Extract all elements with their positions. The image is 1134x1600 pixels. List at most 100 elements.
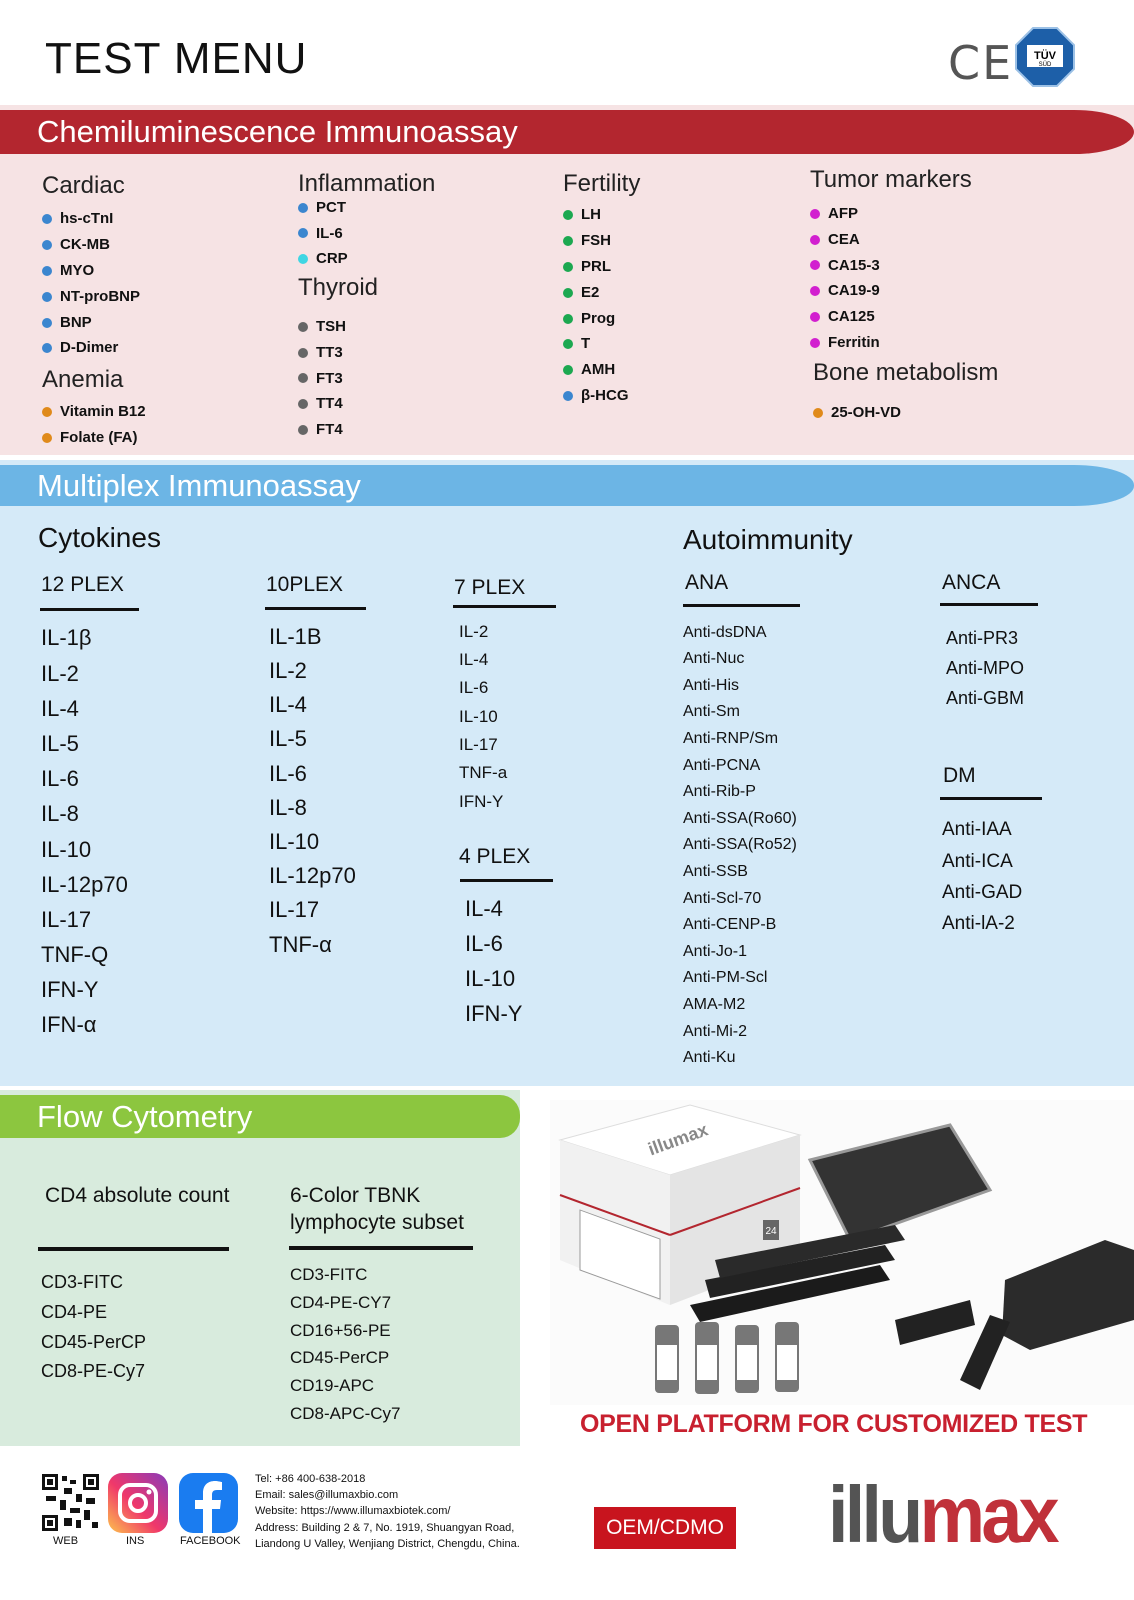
bullet-dot-icon	[563, 287, 573, 298]
product-image: illumax 24	[550, 1100, 1134, 1405]
analyte-item: IFN-α	[41, 1012, 97, 1038]
test-list-tumor-markers: AFP CEA CA15-3 CA19-9 CA125 Ferritin	[810, 201, 880, 356]
analyte-item: Anti-PCNA	[683, 756, 761, 774]
heading-underline	[940, 797, 1042, 800]
analyte-item: IL-8	[41, 801, 79, 827]
heading-underline	[38, 1247, 229, 1251]
flow-title: Flow Cytometry	[37, 1099, 253, 1134]
analyte-item: IL-2	[41, 660, 79, 686]
test-name: D-Dimer	[60, 339, 119, 357]
test-item: TT3	[298, 340, 346, 366]
panel-list-4-plex: IL-4 IL-6 IL-10 IFN-Y	[465, 891, 522, 1031]
bullet-dot-icon	[810, 260, 820, 271]
analyte-item: CD8-PE-Cy7	[41, 1361, 146, 1382]
analyte-item: CD3-FITC	[41, 1272, 123, 1293]
heading-underline	[683, 604, 800, 607]
contact-address-line2: Liandong U Valley, Wenjiang District, Ch…	[255, 1537, 520, 1550]
test-item: CK-MB	[42, 232, 140, 258]
analyte-item: Anti-Scl-70	[683, 889, 762, 907]
analyte-item: IL-17	[41, 906, 92, 932]
test-name: CA19-9	[828, 282, 880, 300]
bullet-dot-icon	[810, 337, 820, 348]
test-item: TSH	[298, 314, 346, 340]
test-item: hs-cTnI	[42, 206, 140, 232]
chemi-title: Chemiluminescence Immunoassay	[37, 114, 518, 149]
bullet-dot-icon	[298, 228, 308, 239]
test-list-bone-metabolism: 25-OH-VD	[813, 400, 901, 426]
heading-underline	[289, 1246, 473, 1250]
panel-heading-anca: ANCA	[942, 571, 1001, 595]
analyte-item: Anti-SSA(Ro52)	[683, 836, 797, 854]
panel-heading-10plex: 10PLEX	[266, 573, 344, 597]
analyte-item: Anti-CENP-B	[683, 916, 777, 934]
panel-heading-12-plex: 12 PLEX	[41, 573, 124, 597]
test-name: CEA	[828, 230, 860, 248]
social-label-web: WEB	[53, 1535, 79, 1547]
bullet-dot-icon	[563, 365, 573, 376]
contact-info: Tel: +86 400-638-2018 Email: sales@illum…	[255, 1471, 520, 1552]
social-label-facebook: FACEBOOK	[180, 1535, 241, 1547]
heading-underline	[265, 607, 366, 610]
analyte-item: IL-6	[41, 766, 79, 792]
panel-list-10plex: IL-1B IL-2 IL-4 IL-5 IL-6 IL-8 IL-10 IL-12p70 IL…	[269, 620, 356, 962]
analyte-item: IL-10	[269, 829, 320, 855]
analyte-item: Anti-PM-Scl	[683, 969, 768, 987]
test-item: FT3	[298, 366, 346, 392]
test-name: CA125	[828, 308, 875, 326]
analyte-item: CD45-PerCP	[41, 1331, 147, 1352]
test-name: FSH	[581, 231, 611, 249]
bullet-dot-icon	[810, 234, 820, 245]
multiplex-section	[0, 460, 1134, 1086]
category-heading-inflammation: Inflammation	[298, 170, 436, 197]
facebook-icon[interactable]	[179, 1473, 238, 1533]
test-name: E2	[581, 283, 600, 301]
test-item: MYO	[42, 258, 140, 284]
oem-cdmo-badge: OEM/CDMO	[594, 1507, 736, 1549]
heading-underline	[40, 608, 139, 611]
analyte-item: IL-1β	[41, 625, 92, 651]
analyte-item: IFN-Y	[41, 977, 99, 1003]
logo-part1: illu	[828, 1470, 923, 1559]
analyte-item: Anti-Mi-2	[683, 1022, 748, 1040]
test-name: β-HCG	[581, 387, 629, 405]
analyte-item: Anti-MPO	[946, 658, 1025, 678]
qr-code-icon[interactable]	[42, 1474, 99, 1531]
test-list-fertility: LH FSH PRL E2 Prog T AMH β-HCG	[563, 202, 628, 409]
bullet-dot-icon	[298, 253, 308, 264]
analyte-item: IL-6	[269, 760, 307, 786]
test-item: AMH	[563, 357, 628, 383]
test-name: Ferritin	[828, 333, 880, 351]
analyte-item: Anti-GBM	[946, 688, 1025, 708]
test-item: CA19-9	[810, 278, 880, 304]
contact-website[interactable]: Website: https://www.illumaxbiotek.com/	[255, 1505, 451, 1518]
bullet-dot-icon	[42, 265, 52, 276]
bullet-dot-icon	[42, 317, 52, 328]
test-item: 25-OH-VD	[813, 400, 901, 426]
contact-email[interactable]: Email: sales@illumaxbio.com	[255, 1489, 399, 1502]
test-item: β-HCG	[563, 383, 628, 409]
analyte-item: Anti-ICA	[942, 850, 1013, 872]
test-item: Folate (FA)	[42, 425, 146, 451]
test-list-thyroid: TSH TT3 FT3 TT4 FT4	[298, 314, 346, 443]
contact-address-line1: Address: Building 2 & 7, No. 1919, Shuan…	[255, 1521, 515, 1534]
analyte-item: CD16+56-PE	[290, 1320, 391, 1340]
bullet-dot-icon	[298, 202, 308, 213]
analyte-item: Anti-SSA(Ro60)	[683, 809, 797, 827]
analyte-item: Anti-dsDNA	[683, 623, 767, 641]
test-item: Prog	[563, 306, 628, 332]
category-heading-cardiac: Cardiac	[42, 172, 125, 199]
panel-heading-cd4-absolute-count: CD4 absolute count	[45, 1184, 230, 1208]
test-item: AFP	[810, 201, 880, 227]
bullet-dot-icon	[42, 213, 52, 224]
test-name: Prog	[581, 309, 616, 327]
test-name: LH	[581, 206, 601, 223]
instagram-icon[interactable]	[108, 1473, 168, 1533]
bullet-dot-icon	[298, 321, 308, 332]
analyte-item: CD4-PE	[41, 1301, 108, 1322]
panel-heading-dm: DM	[943, 764, 976, 788]
analyte-item: IL-5	[269, 726, 307, 752]
bullet-dot-icon	[42, 433, 52, 443]
test-name: TT4	[316, 395, 343, 413]
test-name: PRL	[581, 257, 611, 275]
cytokines-heading: Cytokines	[38, 522, 161, 553]
